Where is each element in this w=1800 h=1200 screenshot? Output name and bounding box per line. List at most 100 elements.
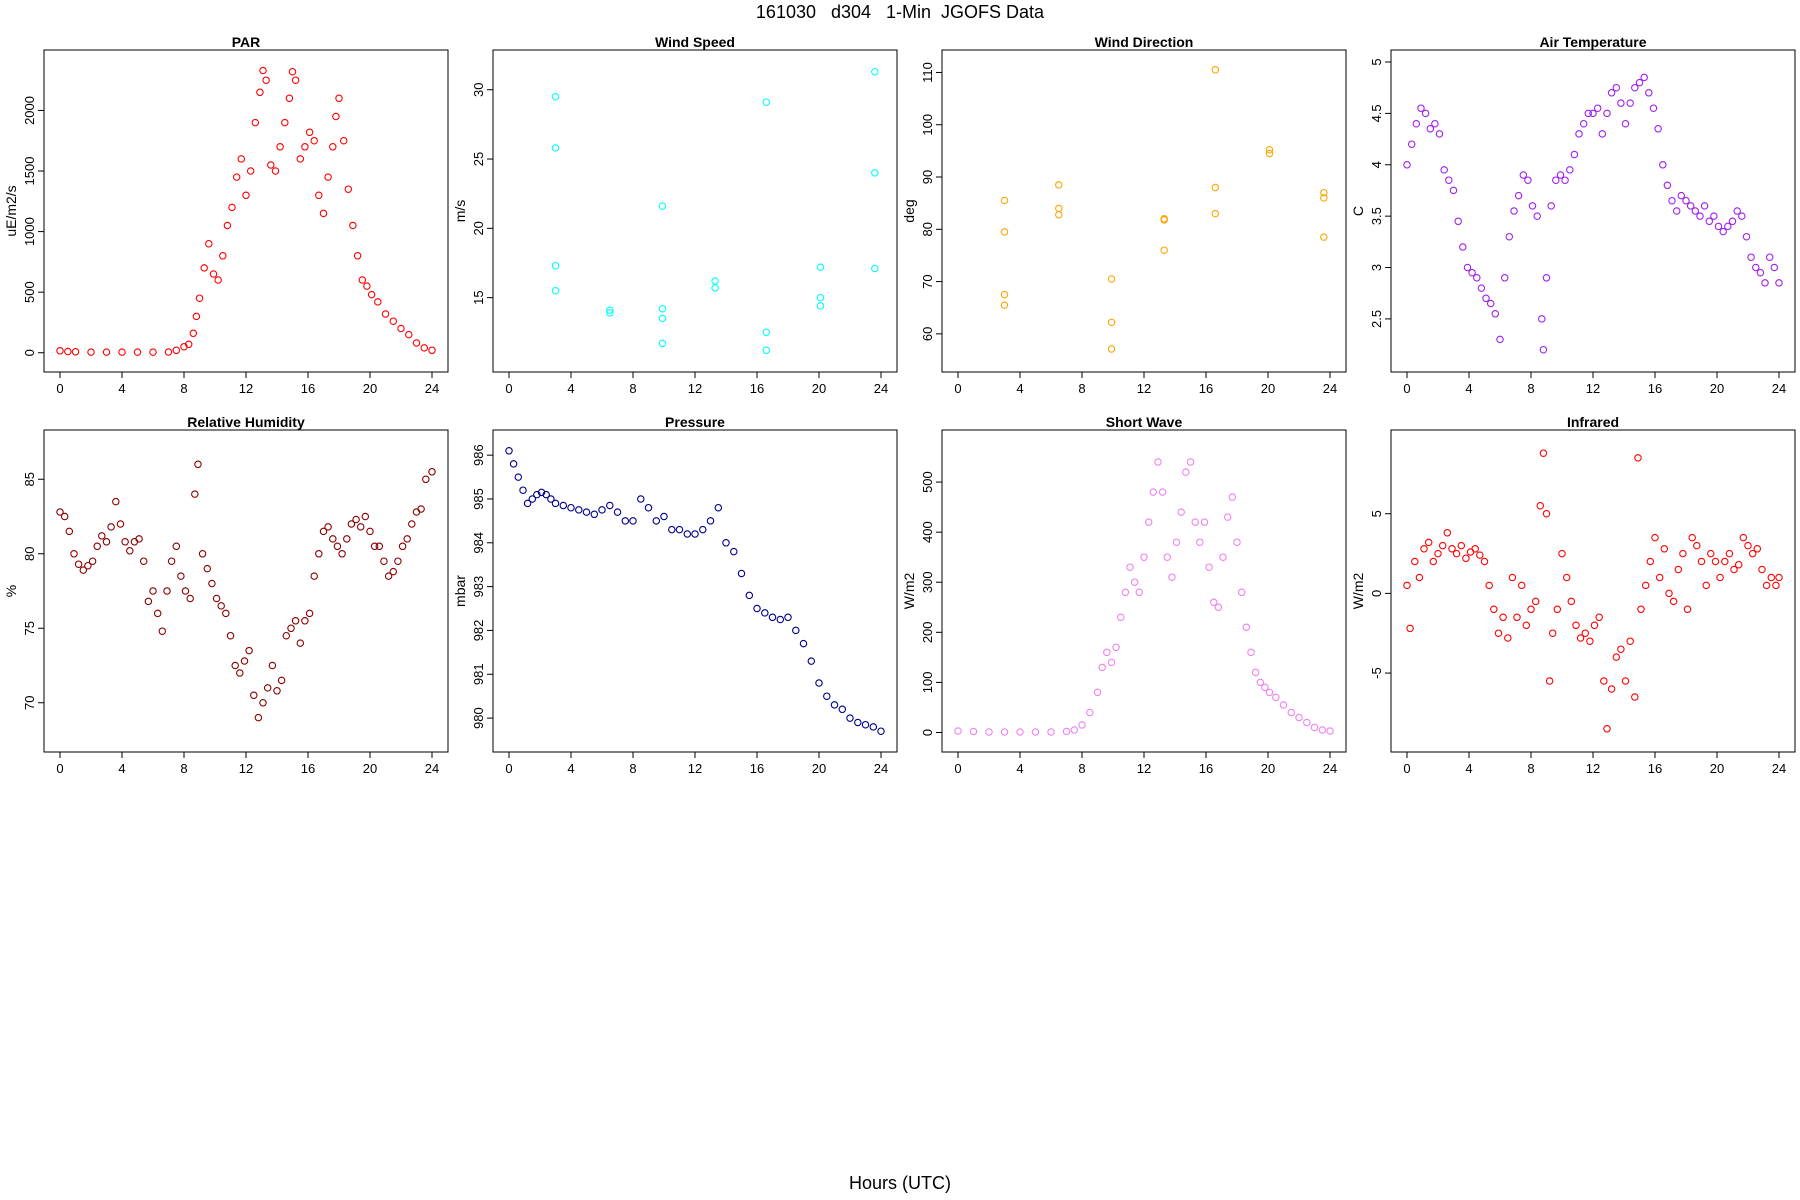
air-temperature-point bbox=[1556, 171, 1565, 179]
wind-direction-point bbox=[1000, 228, 1009, 236]
par-point bbox=[271, 167, 280, 175]
air-temperature-y-tick-label: 3.5 bbox=[1369, 207, 1384, 225]
air-temperature-point bbox=[1756, 268, 1765, 277]
infrared-point bbox=[1499, 613, 1507, 622]
short-wave-point bbox=[1326, 727, 1334, 735]
air-temperature-point bbox=[1645, 89, 1653, 97]
air-temperature-point bbox=[1738, 212, 1746, 220]
infrared-point bbox=[1424, 538, 1433, 547]
wind-direction-x-tick-label: 24 bbox=[1323, 381, 1337, 396]
relative-humidity-point bbox=[254, 713, 263, 722]
relative-humidity-x-tick-label: 24 bbox=[425, 761, 439, 776]
infrared-point bbox=[1508, 573, 1517, 582]
par-x-tick-label: 8 bbox=[180, 381, 187, 396]
wind-speed-x-tick-label: 8 bbox=[629, 381, 636, 396]
wind-direction-x-tick-label: 16 bbox=[1199, 381, 1213, 396]
short-wave-point bbox=[1149, 488, 1158, 496]
relative-humidity-point bbox=[333, 542, 342, 551]
air-temperature-panel: Air Temperature 0 4 8 12 16 20 24 2.5 3 3.5 4 4.5 5 C bbox=[1350, 34, 1796, 396]
short-wave-y-tick-label: 500 bbox=[920, 471, 935, 493]
par-point bbox=[374, 298, 382, 306]
air-temperature-point bbox=[1524, 176, 1532, 184]
pressure-point bbox=[846, 714, 854, 722]
wind-direction-point bbox=[1000, 301, 1009, 309]
relative-humidity-point bbox=[370, 542, 379, 551]
par-y-tick-label: 500 bbox=[22, 281, 37, 303]
short-wave-point bbox=[1223, 513, 1232, 521]
air-temperature-point bbox=[1426, 125, 1435, 133]
air-temperature-point bbox=[1742, 232, 1751, 241]
wind-speed-point bbox=[816, 293, 825, 302]
infrared-point bbox=[1536, 501, 1545, 510]
pressure-x-tick-label: 20 bbox=[812, 761, 826, 776]
pressure-point bbox=[575, 506, 583, 514]
infrared-point bbox=[1651, 533, 1659, 542]
air-temperature-point bbox=[1589, 109, 1597, 118]
relative-humidity-point bbox=[282, 631, 291, 640]
pressure-x-tick-label: 24 bbox=[874, 761, 888, 776]
short-wave-point bbox=[969, 727, 978, 736]
relative-humidity-x-tick-label: 0 bbox=[56, 761, 63, 776]
pressure-point bbox=[838, 705, 847, 714]
infrared-y-tick-label: 0 bbox=[1369, 590, 1384, 597]
air-temperature-point bbox=[1482, 294, 1490, 303]
pressure-point bbox=[533, 490, 541, 499]
pressure-point bbox=[737, 569, 746, 578]
relative-humidity-point bbox=[259, 699, 267, 707]
short-wave-x-tick-label: 8 bbox=[1078, 761, 1085, 776]
wind-speed-y-tick-label: 30 bbox=[471, 82, 486, 96]
wind-speed-point bbox=[816, 263, 825, 271]
wind-speed-point bbox=[816, 302, 825, 310]
relative-humidity-point bbox=[324, 523, 332, 531]
air-temperature-x-tick-label: 4 bbox=[1465, 381, 1472, 396]
short-wave-point bbox=[1228, 493, 1237, 501]
relative-humidity-point bbox=[153, 609, 162, 618]
short-wave-point bbox=[1130, 578, 1139, 586]
pressure-y-label: mbar bbox=[452, 575, 468, 607]
air-temperature-point bbox=[1654, 125, 1662, 133]
par-point bbox=[205, 239, 213, 248]
relative-humidity-point bbox=[277, 676, 286, 685]
par-point bbox=[281, 118, 289, 127]
par-point bbox=[64, 347, 72, 356]
pressure-point bbox=[519, 486, 527, 494]
pressure-point bbox=[861, 720, 870, 729]
infrared-point bbox=[1480, 557, 1489, 566]
air-temperature-point bbox=[1542, 274, 1551, 282]
infrared-point bbox=[1641, 581, 1650, 590]
pressure-x-tick-label: 0 bbox=[505, 761, 512, 776]
par-point bbox=[102, 348, 111, 356]
air-temperature-point bbox=[1607, 89, 1616, 97]
par-x-tick-label: 0 bbox=[56, 381, 63, 396]
air-temperature-point bbox=[1752, 263, 1760, 272]
relative-humidity-point bbox=[212, 594, 221, 603]
air-temperature-point bbox=[1566, 166, 1574, 174]
relative-humidity-x-tick-label: 4 bbox=[118, 761, 125, 776]
relative-humidity-point bbox=[398, 542, 407, 551]
pressure-point bbox=[761, 609, 769, 617]
short-wave-point bbox=[1261, 683, 1269, 692]
relative-humidity-point bbox=[172, 542, 181, 551]
short-wave-x-tick-label: 0 bbox=[954, 761, 961, 776]
relative-humidity-point bbox=[144, 597, 153, 606]
short-wave-point bbox=[1098, 663, 1106, 672]
infrared-point bbox=[1617, 645, 1625, 653]
relative-humidity-point bbox=[60, 512, 69, 521]
relative-humidity-y-tick-label: 70 bbox=[22, 696, 37, 710]
par-point bbox=[315, 191, 323, 200]
infrared-point bbox=[1567, 597, 1576, 606]
wind-direction-point bbox=[1320, 188, 1328, 197]
par-point bbox=[288, 67, 297, 76]
wind-speed-x-tick-label: 12 bbox=[688, 381, 702, 396]
infrared-point bbox=[1471, 545, 1479, 553]
air-temperature-point bbox=[1691, 207, 1700, 215]
infrared-point bbox=[1702, 581, 1710, 590]
par-point bbox=[420, 344, 429, 352]
relative-humidity-y-tick-label: 80 bbox=[22, 547, 37, 561]
relative-humidity-point bbox=[203, 564, 212, 573]
pressure-point bbox=[537, 488, 546, 497]
short-wave-x-tick-label: 24 bbox=[1323, 761, 1337, 776]
par-point bbox=[267, 161, 275, 169]
infrared-x-tick-label: 4 bbox=[1465, 761, 1472, 776]
pressure-point bbox=[505, 447, 513, 455]
